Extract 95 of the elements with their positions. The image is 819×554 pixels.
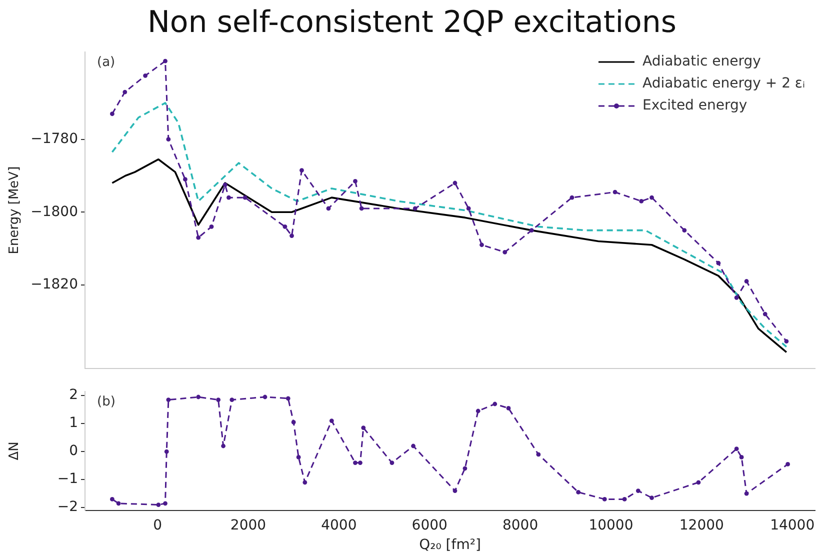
point bbox=[209, 224, 214, 229]
y-tick-label: 2 bbox=[69, 387, 78, 404]
point bbox=[744, 279, 749, 284]
point bbox=[650, 195, 654, 200]
x-tick-label: 6000 bbox=[412, 517, 448, 534]
point bbox=[216, 398, 221, 402]
point bbox=[353, 460, 358, 465]
x-tick-label: 2000 bbox=[230, 517, 266, 534]
point bbox=[411, 444, 416, 448]
x-tick-label: 0 bbox=[153, 517, 162, 534]
x-axis-title: Q₂₀ [fm²] bbox=[419, 537, 481, 554]
point bbox=[784, 339, 789, 344]
y-tick-label: −1 bbox=[57, 471, 78, 488]
point bbox=[570, 195, 574, 200]
y-axis-title: ΔN bbox=[7, 442, 22, 460]
point bbox=[196, 235, 201, 240]
y-tick-label: −1780 bbox=[30, 130, 78, 147]
point bbox=[480, 242, 484, 248]
point bbox=[734, 295, 739, 300]
y-axis-title: Energy [MeV] bbox=[7, 166, 22, 254]
annotation: (b) bbox=[97, 394, 116, 410]
point bbox=[361, 426, 366, 430]
y-tick-label: −1820 bbox=[30, 276, 78, 293]
point bbox=[166, 398, 171, 402]
point bbox=[506, 406, 511, 410]
point bbox=[226, 195, 231, 200]
point bbox=[466, 206, 471, 211]
point bbox=[116, 501, 121, 506]
point bbox=[576, 490, 581, 494]
y-tick-label: −2 bbox=[57, 499, 78, 516]
point bbox=[682, 228, 687, 233]
point bbox=[390, 460, 394, 465]
point bbox=[300, 168, 304, 172]
point bbox=[122, 90, 128, 94]
point bbox=[716, 260, 721, 266]
point bbox=[358, 460, 362, 465]
annotation: (a) bbox=[97, 54, 116, 70]
point bbox=[163, 501, 168, 506]
x-tick-label: 14000 bbox=[770, 517, 815, 534]
y-tick-label: 0 bbox=[69, 443, 78, 460]
point bbox=[359, 206, 364, 211]
point bbox=[143, 73, 148, 78]
point bbox=[110, 112, 114, 116]
point bbox=[452, 488, 458, 493]
point bbox=[230, 398, 234, 402]
point bbox=[696, 480, 701, 485]
point bbox=[156, 502, 161, 507]
point bbox=[536, 452, 541, 457]
chart-title: Non self-consistent 2QP excitations bbox=[147, 4, 677, 40]
point bbox=[529, 228, 534, 233]
y-tick-label: 1 bbox=[69, 415, 78, 432]
point bbox=[222, 182, 228, 188]
point bbox=[242, 195, 248, 200]
point bbox=[196, 394, 201, 400]
point bbox=[110, 497, 114, 502]
point bbox=[636, 488, 640, 493]
point bbox=[452, 180, 458, 186]
point bbox=[612, 190, 618, 194]
point bbox=[502, 250, 508, 254]
point bbox=[786, 462, 790, 466]
y-tick-label: −1800 bbox=[30, 204, 78, 220]
point bbox=[291, 420, 296, 424]
point bbox=[462, 466, 468, 471]
legend-label: Adiabatic energy bbox=[642, 54, 761, 70]
point bbox=[492, 402, 498, 406]
legend-label: Excited energy bbox=[642, 98, 748, 114]
point bbox=[412, 206, 418, 211]
point bbox=[163, 58, 168, 64]
x-tick-label: 8000 bbox=[502, 517, 538, 534]
point bbox=[302, 480, 308, 485]
point bbox=[296, 455, 301, 460]
point bbox=[221, 444, 226, 448]
point bbox=[476, 408, 480, 414]
x-tick-label: 4000 bbox=[321, 517, 357, 534]
point bbox=[290, 234, 294, 238]
point bbox=[286, 396, 290, 401]
point bbox=[762, 312, 768, 316]
point bbox=[329, 418, 334, 423]
legend-label: Adiabatic energy + 2 εᵢ bbox=[642, 76, 806, 92]
point bbox=[739, 455, 744, 460]
point bbox=[262, 394, 268, 400]
x-tick-label: 12000 bbox=[679, 517, 724, 534]
point bbox=[639, 199, 644, 204]
point bbox=[602, 497, 607, 502]
point bbox=[282, 224, 288, 229]
point bbox=[353, 178, 358, 184]
point bbox=[166, 137, 171, 142]
x-tick-label: 10000 bbox=[588, 517, 634, 534]
point bbox=[650, 496, 654, 500]
point bbox=[744, 491, 749, 496]
point bbox=[622, 497, 627, 502]
point bbox=[164, 449, 169, 454]
point bbox=[183, 177, 188, 182]
point bbox=[734, 446, 739, 451]
point bbox=[326, 206, 331, 211]
